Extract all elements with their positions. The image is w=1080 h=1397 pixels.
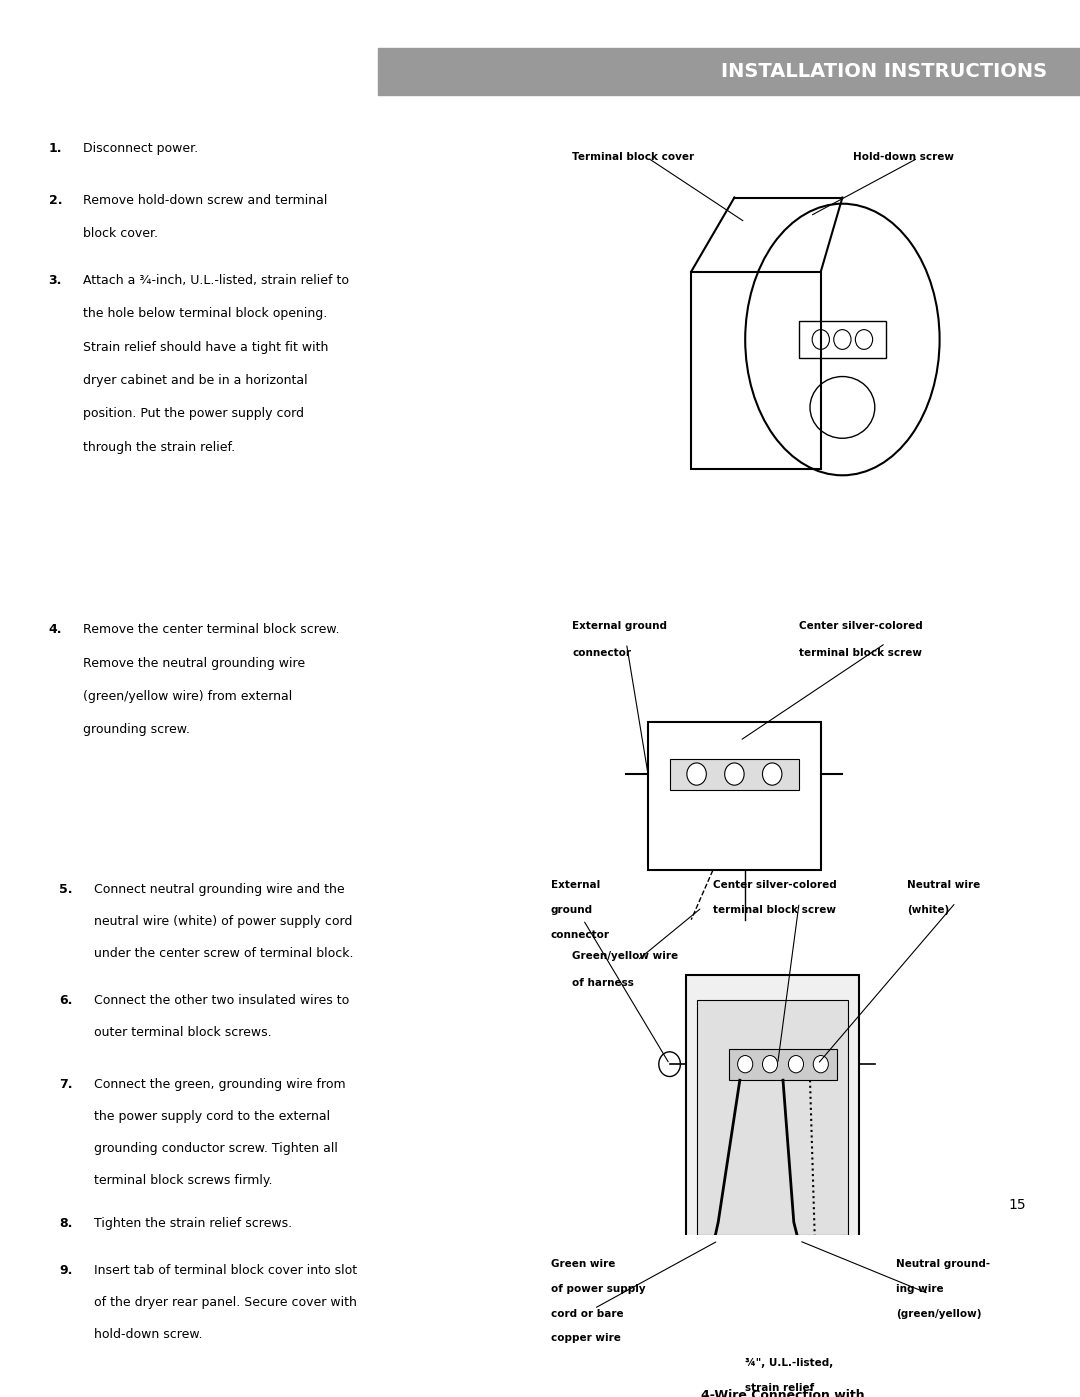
Text: 8.: 8.: [59, 1217, 72, 1231]
Text: Strain relief should have a tight fit with: Strain relief should have a tight fit wi…: [83, 341, 328, 353]
Text: 2.: 2.: [49, 194, 63, 207]
Text: (white): (white): [907, 905, 949, 915]
Text: Insert tab of terminal block cover into slot: Insert tab of terminal block cover into …: [94, 1264, 357, 1277]
Text: Connect the other two insulated wires to: Connect the other two insulated wires to: [94, 993, 349, 1007]
Text: terminal block screw: terminal block screw: [799, 648, 922, 658]
Text: 6.: 6.: [59, 993, 72, 1007]
Text: copper wire: copper wire: [551, 1333, 621, 1344]
Text: Green wire: Green wire: [551, 1259, 616, 1270]
Circle shape: [762, 1056, 778, 1073]
Text: cord or bare: cord or bare: [551, 1309, 623, 1319]
Circle shape: [687, 763, 706, 785]
Circle shape: [738, 1056, 753, 1073]
Bar: [697, 1000, 848, 1235]
Text: 7.: 7.: [59, 1077, 73, 1091]
Text: under the center screw of terminal block.: under the center screw of terminal block…: [94, 947, 353, 960]
Text: block cover.: block cover.: [83, 228, 158, 240]
Text: Connect neutral grounding wire and the: Connect neutral grounding wire and the: [94, 883, 345, 895]
Text: External: External: [551, 880, 600, 890]
Bar: [729, 1049, 837, 1080]
Text: Terminal block cover: Terminal block cover: [572, 152, 694, 162]
Text: connector: connector: [572, 648, 632, 658]
Text: 15: 15: [1009, 1199, 1026, 1213]
Text: of harness: of harness: [572, 978, 634, 988]
Circle shape: [725, 763, 744, 785]
Text: (green/yellow wire) from external: (green/yellow wire) from external: [83, 690, 293, 703]
Text: through the strain relief.: through the strain relief.: [83, 440, 235, 454]
Text: Disconnect power.: Disconnect power.: [83, 142, 199, 155]
Text: Neutral ground-: Neutral ground-: [896, 1259, 990, 1270]
Text: ground: ground: [551, 905, 593, 915]
Text: grounding conductor screw. Tighten all: grounding conductor screw. Tighten all: [94, 1141, 338, 1155]
Text: Hold-down screw: Hold-down screw: [853, 152, 955, 162]
Text: Center silver-colored: Center silver-colored: [713, 880, 837, 890]
Text: grounding screw.: grounding screw.: [83, 724, 190, 736]
Text: ing wire: ing wire: [896, 1284, 944, 1294]
Text: 9.: 9.: [59, 1264, 72, 1277]
Text: hold-down screw.: hold-down screw.: [94, 1329, 202, 1341]
Text: 5.: 5.: [59, 883, 73, 895]
Bar: [691, 271, 821, 469]
Bar: [686, 975, 859, 1248]
Text: 1.: 1.: [49, 142, 63, 155]
Circle shape: [813, 1056, 828, 1073]
Bar: [799, 321, 886, 358]
Text: External ground: External ground: [572, 622, 667, 631]
Bar: [378, 47, 1080, 95]
Text: 3.: 3.: [49, 274, 62, 286]
Text: connector: connector: [551, 929, 610, 940]
Text: the hole below terminal block opening.: the hole below terminal block opening.: [83, 307, 327, 320]
Text: Neutral wire: Neutral wire: [907, 880, 981, 890]
Bar: [648, 722, 821, 870]
Text: INSTALLATION INSTRUCTIONS: INSTALLATION INSTRUCTIONS: [721, 61, 1048, 81]
Text: terminal block screw: terminal block screw: [713, 905, 836, 915]
Text: Remove hold-down screw and terminal: Remove hold-down screw and terminal: [83, 194, 327, 207]
Text: (green/yellow): (green/yellow): [896, 1309, 982, 1319]
Text: outer terminal block screws.: outer terminal block screws.: [94, 1025, 271, 1039]
Text: Remove the neutral grounding wire: Remove the neutral grounding wire: [83, 657, 306, 669]
Bar: [670, 759, 799, 791]
Text: Center silver-colored: Center silver-colored: [799, 622, 923, 631]
Text: of power supply: of power supply: [551, 1284, 646, 1294]
Text: strain relief: strain relief: [745, 1383, 814, 1393]
Bar: [745, 1296, 799, 1345]
Text: 4-Wire Connection with
Frame-Grounding Conductor: 4-Wire Connection with Frame-Grounding C…: [684, 1389, 882, 1397]
Text: Remove the center terminal block screw.: Remove the center terminal block screw.: [83, 623, 339, 637]
Circle shape: [788, 1056, 804, 1073]
Text: Attach a ¾-inch, U.L.-listed, strain relief to: Attach a ¾-inch, U.L.-listed, strain rel…: [83, 274, 349, 286]
Circle shape: [762, 763, 782, 785]
Text: of the dryer rear panel. Secure cover with: of the dryer rear panel. Secure cover wi…: [94, 1296, 356, 1309]
Text: ¾", U.L.-listed,: ¾", U.L.-listed,: [745, 1358, 834, 1368]
Text: the power supply cord to the external: the power supply cord to the external: [94, 1109, 330, 1123]
Text: Tighten the strain relief screws.: Tighten the strain relief screws.: [94, 1217, 292, 1231]
Text: neutral wire (white) of power supply cord: neutral wire (white) of power supply cor…: [94, 915, 352, 928]
Text: Green/yellow wire: Green/yellow wire: [572, 950, 678, 961]
Text: Connect the green, grounding wire from: Connect the green, grounding wire from: [94, 1077, 346, 1091]
Text: dryer cabinet and be in a horizontal: dryer cabinet and be in a horizontal: [83, 374, 308, 387]
Text: terminal block screws firmly.: terminal block screws firmly.: [94, 1173, 272, 1187]
Text: position. Put the power supply cord: position. Put the power supply cord: [83, 408, 305, 420]
Text: 4.: 4.: [49, 623, 63, 637]
